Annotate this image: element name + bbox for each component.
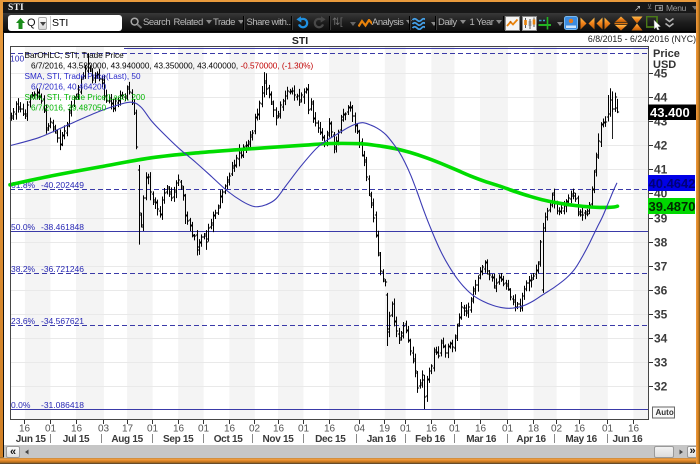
svg-text:BarOHLC, STI, Trade Price: BarOHLC, STI, Trade Price [25, 51, 125, 60]
svg-text:16: 16 [426, 424, 438, 435]
svg-text:16: 16 [628, 424, 640, 435]
svg-text:Nov 15: Nov 15 [263, 434, 295, 445]
svg-text:32: 32 [654, 380, 668, 394]
svg-text:39.4870: 39.4870 [649, 199, 696, 214]
svg-text:37: 37 [654, 260, 668, 274]
svg-text:01: 01 [449, 424, 461, 435]
svg-text:Feb 16: Feb 16 [415, 434, 446, 445]
svg-text:01: 01 [298, 424, 310, 435]
svg-text:40.4642: 40.4642 [649, 176, 696, 191]
svg-text:16: 16 [324, 424, 336, 435]
svg-text:Jan 16: Jan 16 [367, 434, 397, 445]
svg-text:36: 36 [654, 284, 668, 298]
svg-text:42: 42 [654, 139, 668, 153]
svg-text:May 16: May 16 [565, 434, 597, 445]
svg-text:Jun 15: Jun 15 [16, 434, 47, 445]
svg-text:02: 02 [551, 424, 563, 435]
svg-text:SMA, STI, Trade Price(Last),: SMA, STI, Trade Price(Last), 200 [25, 93, 146, 102]
svg-text:Mar 16: Mar 16 [466, 434, 497, 445]
svg-text:16: 16 [173, 424, 185, 435]
svg-text:03: 03 [98, 424, 110, 435]
svg-text:39: 39 [654, 212, 668, 226]
svg-text:6/7/2016, 39.487050: 6/7/2016, 39.487050 [31, 104, 107, 113]
svg-text:02: 02 [249, 424, 261, 435]
svg-text:16: 16 [475, 424, 487, 435]
svg-text:-38.461848: -38.461848 [41, 222, 84, 232]
svg-text:17: 17 [122, 424, 134, 435]
svg-text:SMA, STI, Trade Price(Last),: SMA, STI, Trade Price(Last), 50 [25, 72, 141, 81]
svg-text:23.6%: 23.6% [11, 316, 36, 326]
svg-text:50.0%: 50.0% [11, 222, 36, 232]
svg-text:-31.086418: -31.086418 [41, 400, 84, 410]
svg-text:STI: STI [292, 35, 308, 47]
svg-text:01: 01 [400, 424, 412, 435]
svg-text:Price: Price [653, 48, 680, 60]
svg-text:Oct 15: Oct 15 [214, 434, 244, 445]
svg-text:38.2%: 38.2% [11, 264, 36, 274]
svg-text:16: 16 [224, 424, 236, 435]
svg-text:100: 100 [10, 54, 24, 64]
svg-text:16: 16 [19, 424, 31, 435]
svg-text:19: 19 [379, 424, 391, 435]
svg-text:6/7/2016, 40.464200: 6/7/2016, 40.464200 [31, 83, 107, 92]
svg-text:34: 34 [654, 332, 668, 346]
svg-text:6/8/2015 - 6/24/2016 (NYC): 6/8/2015 - 6/24/2016 (NYC) [588, 34, 696, 44]
svg-text:01: 01 [502, 424, 514, 435]
svg-text:04: 04 [354, 424, 366, 435]
svg-text:61.8%: 61.8% [11, 180, 36, 190]
svg-text:-36.721246: -36.721246 [41, 264, 84, 274]
svg-text:6/7/2016, 43.580000, 43.940000: 6/7/2016, 43.580000, 43.940000, 43.35000… [31, 62, 314, 71]
svg-text:Sep 15: Sep 15 [163, 434, 194, 445]
svg-text:16: 16 [71, 424, 83, 435]
svg-text:Auto: Auto [656, 408, 674, 417]
svg-text:0.0%: 0.0% [11, 400, 31, 410]
svg-text:44: 44 [654, 91, 668, 105]
svg-text:16: 16 [273, 424, 285, 435]
svg-text:18: 18 [528, 424, 540, 435]
svg-text:33: 33 [654, 356, 668, 370]
svg-text:-34.567621: -34.567621 [41, 316, 84, 326]
svg-text:45: 45 [654, 67, 668, 81]
svg-text:USD: USD [653, 59, 676, 71]
svg-text:Aug 15: Aug 15 [111, 434, 143, 445]
svg-text:-40.202449: -40.202449 [41, 180, 84, 190]
svg-text:41: 41 [654, 163, 668, 177]
svg-text:Apr 16: Apr 16 [516, 434, 546, 445]
svg-text:16: 16 [574, 424, 586, 435]
svg-text:01: 01 [147, 424, 159, 435]
svg-text:01: 01 [45, 424, 57, 435]
svg-text:35: 35 [654, 308, 668, 322]
svg-text:01: 01 [198, 424, 210, 435]
svg-text:38: 38 [654, 236, 668, 250]
svg-text:01: 01 [602, 424, 614, 435]
svg-text:Dec 15: Dec 15 [315, 434, 346, 445]
svg-text:Jul 15: Jul 15 [63, 434, 90, 445]
svg-text:43.400: 43.400 [650, 105, 690, 120]
svg-text:Jun 16: Jun 16 [613, 434, 644, 445]
